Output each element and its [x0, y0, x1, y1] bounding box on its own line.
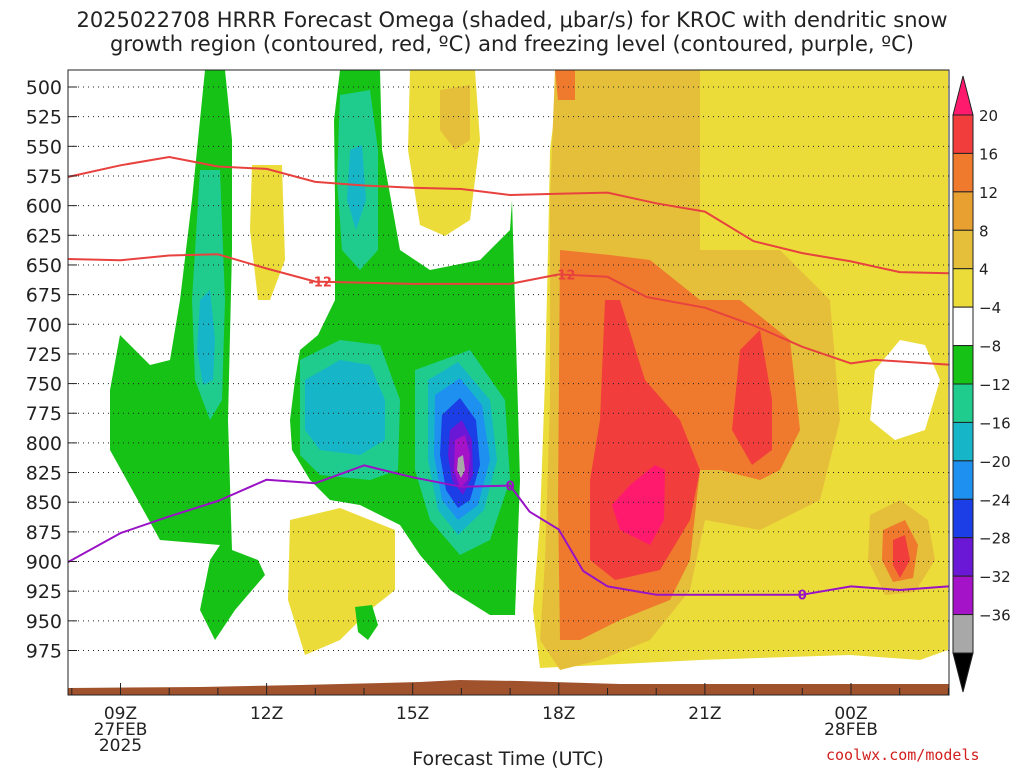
- contour-label: 0: [798, 589, 807, 604]
- colorbar-label: 16: [979, 145, 998, 163]
- colorbar-swatch: [952, 421, 974, 462]
- colorbar-swatch: [952, 152, 974, 193]
- colorbar-swatch: [952, 268, 974, 308]
- colorbar-swatch: [952, 537, 974, 577]
- omega-band-ascent-max: [612, 465, 665, 545]
- colorbar-label: −8: [979, 338, 1001, 356]
- y-tick-label: 625: [26, 225, 62, 247]
- colorbar-label: 8: [979, 222, 989, 240]
- x-tick-label: 27FEB: [94, 720, 148, 740]
- x-tick-label: 2025: [99, 736, 142, 756]
- colorbar-label: −12: [979, 376, 1011, 394]
- x-tick-label: 00Z: [834, 704, 867, 724]
- contour-line: [68, 464, 949, 596]
- y-tick-label: 575: [26, 166, 62, 188]
- contour-labels: -12 -12 0 0: [308, 268, 807, 604]
- omega-band-ascent-red-3: [893, 535, 910, 578]
- contour-label: -12: [552, 268, 576, 283]
- y-tick-label: 825: [26, 463, 62, 485]
- contour-line: [68, 253, 949, 366]
- colorbar-labels: 20 16 12 8 4 −4 −8 −12 −16 −20 −24 −28 −32 −36: [979, 107, 1011, 625]
- chart-title-line-1: 2025022708 HRRR Forecast Omega (shaded, …: [76, 8, 948, 32]
- colorbar-swatch: [952, 498, 974, 539]
- colorbar-bottom-arrow: [952, 652, 974, 693]
- y-tick-label: 950: [26, 611, 62, 633]
- y-tick-label: 750: [26, 374, 62, 396]
- omega-shading: [110, 70, 948, 670]
- y-tick-label: 500: [26, 77, 62, 99]
- colorbar-label: −32: [979, 568, 1011, 586]
- terrain-fill: [68, 680, 949, 695]
- omega-band-ascent-medium-2: [440, 85, 470, 150]
- colorbar-label: −4: [979, 299, 1001, 317]
- y-tick-label: 925: [26, 581, 62, 603]
- plot-frame: [67, 69, 950, 696]
- contour-line: [68, 156, 949, 275]
- source-credit: coolwx.com/models: [826, 746, 980, 764]
- y-tick-label: 800: [26, 433, 62, 455]
- omega-band-ascent-small-3: [288, 508, 395, 655]
- x-tick-label: 28FEB: [824, 720, 878, 740]
- y-tick-label: 775: [26, 403, 62, 425]
- colorbar-swatch: [952, 345, 974, 385]
- x-axis-label: Forecast Time (UTC): [412, 748, 603, 768]
- y-tick-label: 650: [26, 255, 62, 277]
- contour-label: 0: [506, 480, 515, 495]
- colorbar-label: −28: [979, 530, 1011, 548]
- y-tick-label: 550: [26, 136, 62, 158]
- colorbar: 20 16 12 8 4 −4 −8 −12 −16 −20 −24 −28 −32 −36: [952, 75, 1011, 693]
- colorbar-swatch: [952, 383, 974, 423]
- colorbar-swatch: [952, 114, 974, 154]
- omega-band-ascent-strong-2: [555, 70, 575, 100]
- colorbar-label: −16: [979, 414, 1011, 432]
- colorbar-label: −24: [979, 491, 1011, 509]
- colorbar-swatch: [952, 229, 974, 270]
- y-tick-label: 875: [26, 522, 62, 544]
- grid-lines: [68, 86, 949, 651]
- y-tick-label: 900: [26, 552, 62, 574]
- y-tick-label: 525: [26, 107, 62, 129]
- colorbar-boxes: [952, 75, 974, 693]
- omega-white-gap: [870, 340, 940, 440]
- chart-title-line-2: growth region (contoured, red, ºC) and f…: [110, 32, 914, 56]
- x-tick-label: 21Z: [688, 704, 721, 724]
- colorbar-swatch: [952, 575, 974, 616]
- y-tick-label: 850: [26, 492, 62, 514]
- x-tick-label: 18Z: [542, 704, 575, 724]
- colorbar-swatch: [952, 191, 974, 231]
- colorbar-swatch: [952, 460, 974, 500]
- colorbar-label: −36: [979, 607, 1011, 625]
- colorbar-label: 12: [979, 184, 998, 202]
- colorbar-swatch: [952, 306, 974, 347]
- x-tick-label: 09Z: [104, 704, 137, 724]
- y-tick-label: 700: [26, 314, 62, 336]
- colorbar-swatch: [952, 614, 974, 654]
- colorbar-top-arrow: [952, 75, 974, 116]
- contour-lines: [68, 156, 949, 596]
- x-tick-label: 12Z: [250, 704, 283, 724]
- y-tick-label: 675: [26, 285, 62, 307]
- y-tick-label: 600: [26, 196, 62, 218]
- omega-band-ascent-red-2: [732, 330, 772, 465]
- y-tick-label: 975: [26, 641, 62, 663]
- x-tick-label: 15Z: [396, 704, 429, 724]
- colorbar-label: 4: [979, 261, 989, 279]
- colorbar-label: −20: [979, 453, 1011, 471]
- colorbar-label: 20: [979, 107, 998, 125]
- contour-label: -12: [308, 276, 332, 291]
- y-tick-label: 725: [26, 344, 62, 366]
- y-axis: 500 525 550 575 600 625 650 675 700 725 750 775 800 8…: [26, 77, 77, 663]
